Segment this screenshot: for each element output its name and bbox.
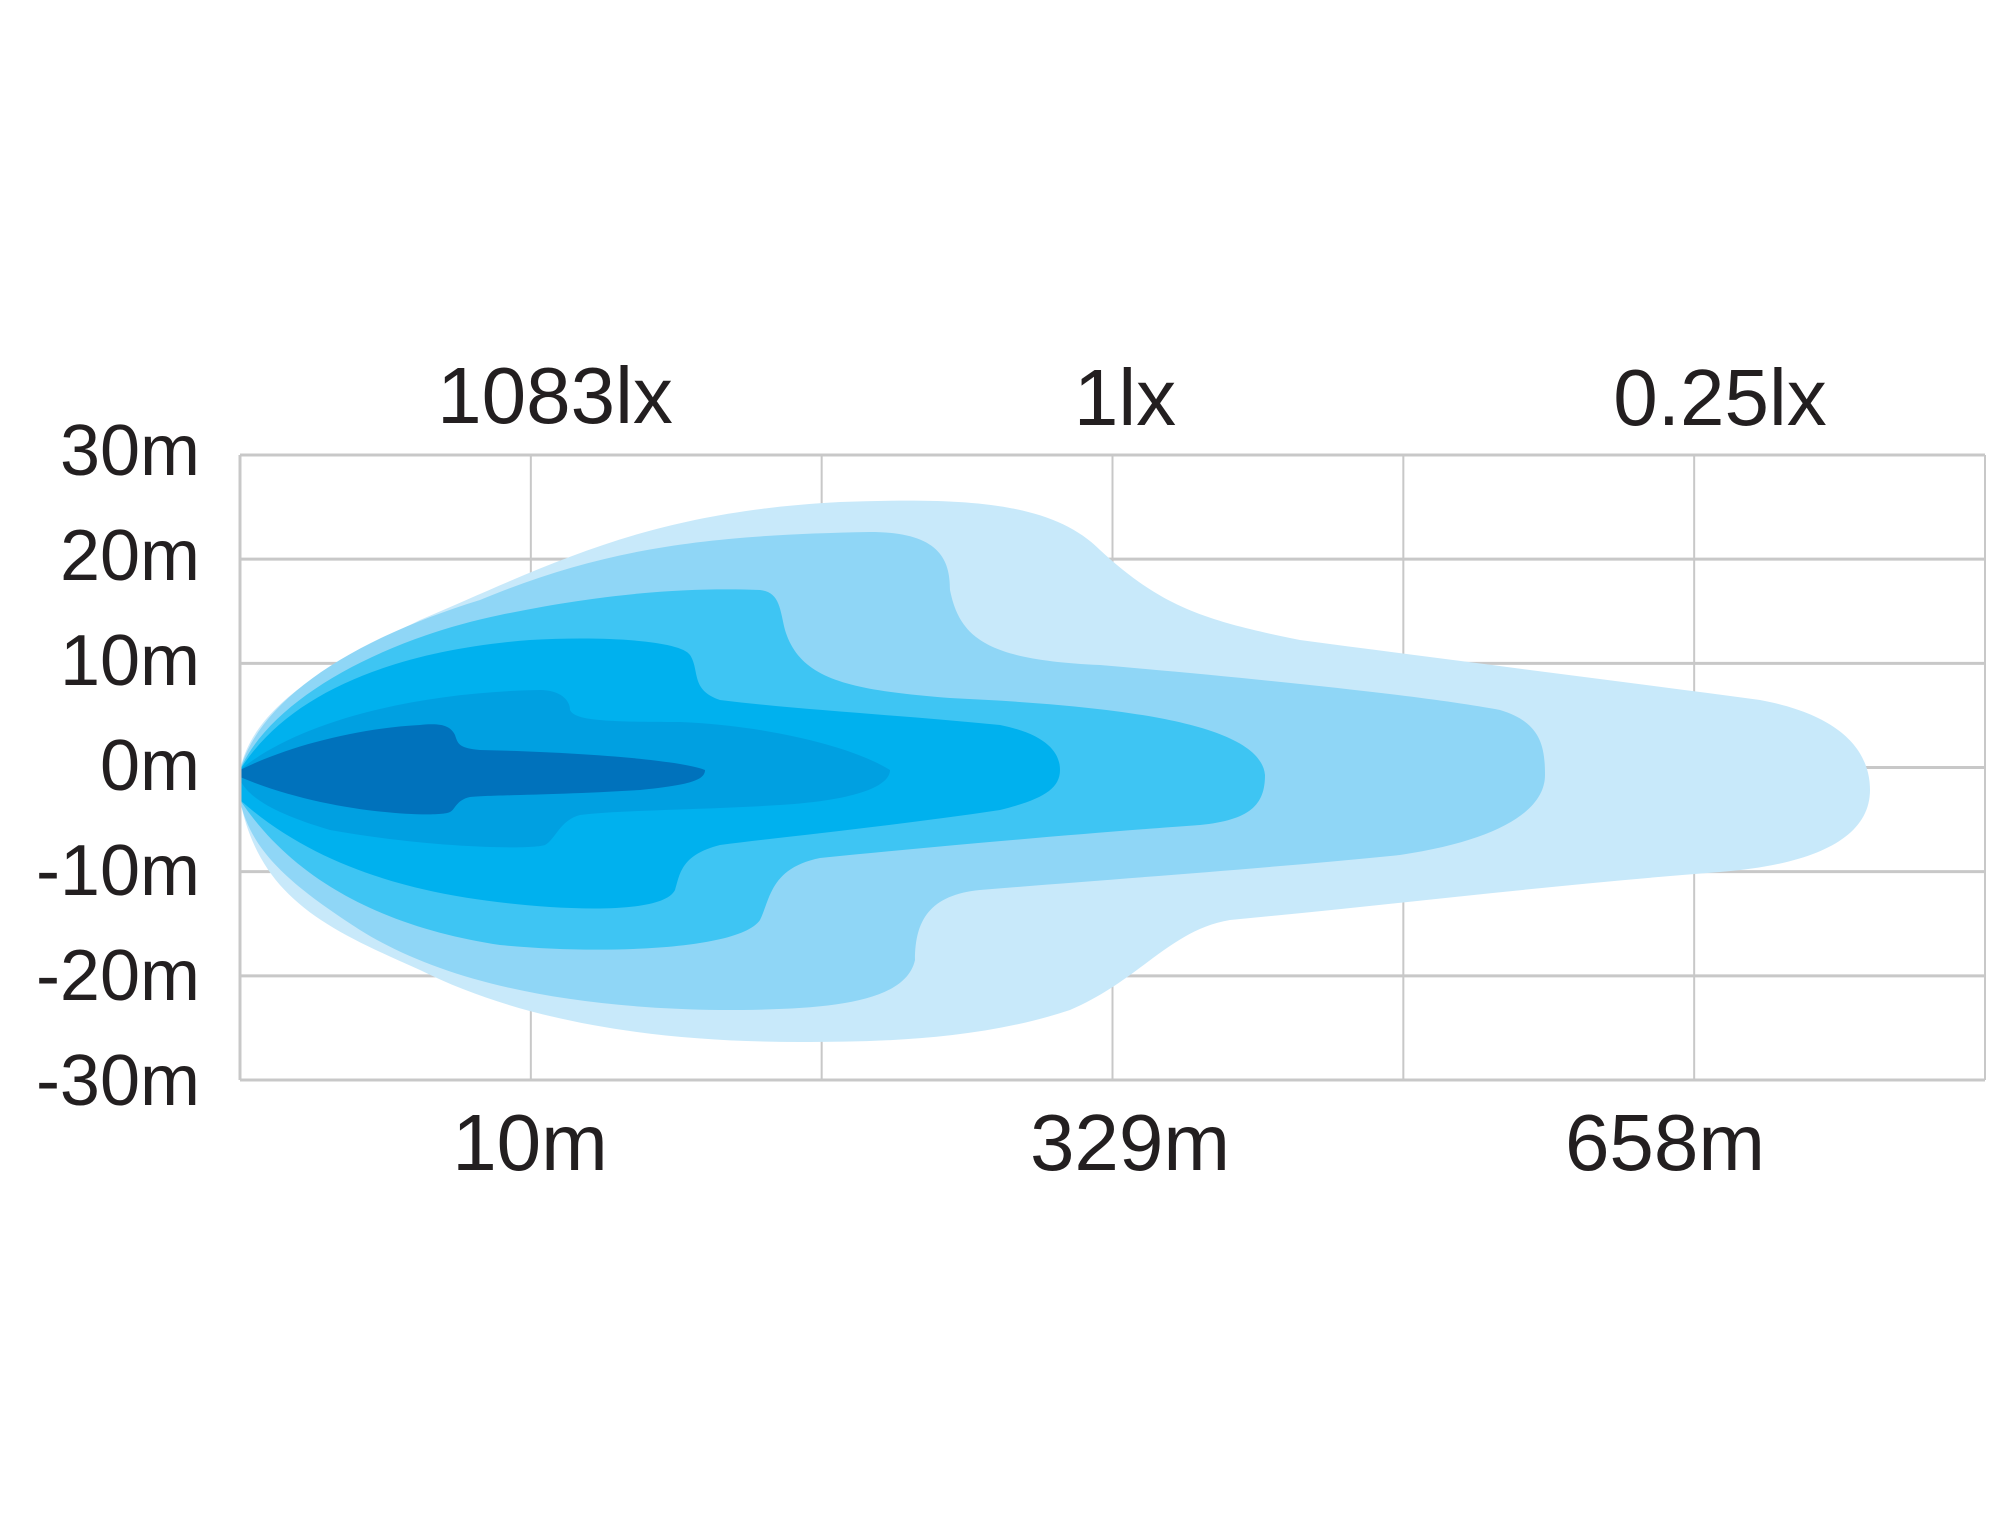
illumination-zones (240, 500, 1870, 1043)
y-tick-label: -20m (36, 936, 200, 1016)
y-tick-label: -30m (36, 1041, 200, 1121)
y-tick-label: -10m (36, 831, 200, 911)
labels: 1083lx 1lx 0.25lx 30m 20m 10m 0m -10m -2… (36, 351, 1827, 1187)
y-tick-label: 30m (60, 411, 200, 491)
y-tick-label: 20m (60, 516, 200, 596)
y-tick-label: 0m (100, 726, 200, 806)
x-tick-label: 10m (452, 1098, 608, 1187)
zone-1083lx (240, 724, 705, 815)
lux-label-025lx: 0.25lx (1613, 353, 1826, 442)
lux-label-1083lx: 1083lx (437, 351, 673, 440)
x-tick-label: 658m (1565, 1098, 1765, 1187)
x-tick-label: 329m (1030, 1098, 1230, 1187)
lux-label-1lx: 1lx (1074, 353, 1176, 442)
y-tick-label: 10m (60, 621, 200, 701)
